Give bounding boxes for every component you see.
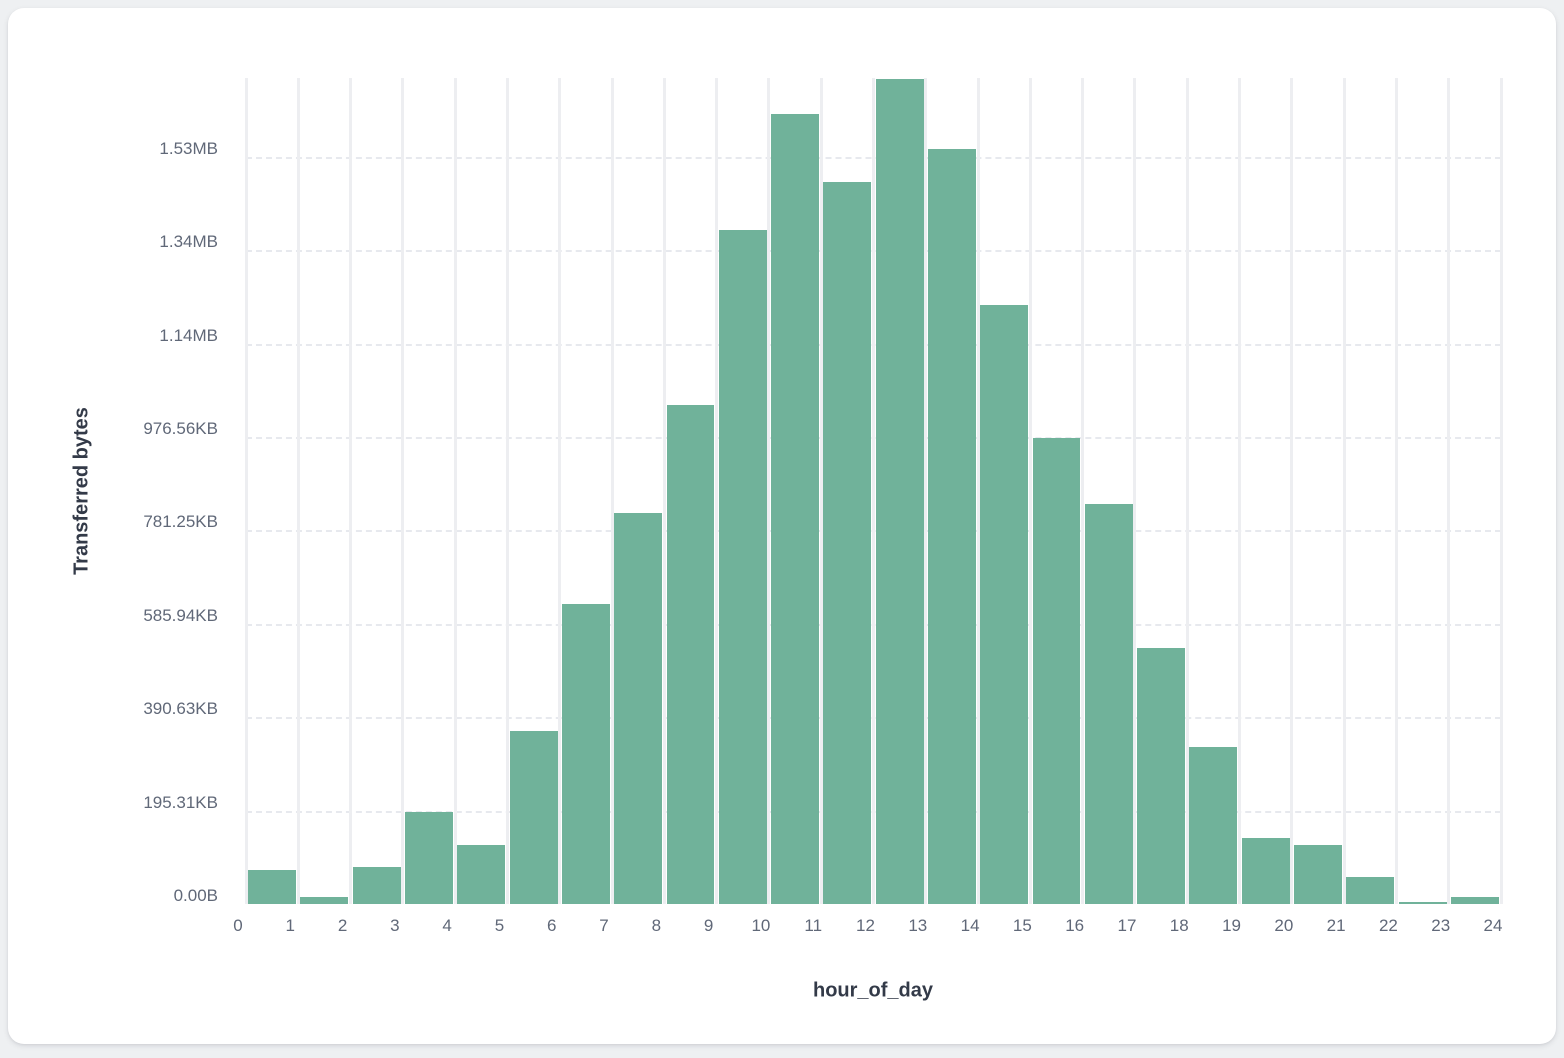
y-tick-label-1.53MB: 1.53MB: [159, 138, 218, 158]
bar-hour-16[interactable]: [1084, 503, 1133, 904]
bar-hour-2[interactable]: [352, 867, 401, 904]
vertical-gridline: [1133, 78, 1137, 904]
x-tick-label-11: 11: [804, 916, 823, 935]
vertical-gridline: [1447, 78, 1451, 904]
bar-hour-17[interactable]: [1137, 647, 1186, 904]
x-tick-label-22: 22: [1378, 916, 1398, 935]
bar-hour-4[interactable]: [457, 845, 506, 904]
x-tick-label-6: 6: [547, 916, 557, 935]
plot-area: [244, 78, 1503, 904]
vertical-gridline: [767, 78, 771, 904]
bar-hour-10[interactable]: [771, 113, 819, 904]
vertical-gridline: [453, 78, 457, 904]
vertical-gridline: [924, 78, 928, 904]
x-tick-label-17: 17: [1117, 916, 1137, 935]
vertical-gridline: [296, 78, 300, 904]
x-axis-title: hour_of_day: [812, 979, 934, 1002]
x-tick-label-21: 21: [1326, 916, 1346, 935]
bar-hour-19[interactable]: [1241, 838, 1290, 904]
x-tick-label-9: 9: [703, 916, 714, 935]
y-tick-label-0.00B: 0.00B: [173, 886, 218, 905]
x-tick-label-2: 2: [337, 916, 348, 935]
bar-hour-7[interactable]: [614, 512, 663, 904]
vertical-gridline: [1499, 78, 1503, 904]
vertical-gridline: [819, 78, 823, 904]
x-tick-label-23: 23: [1431, 916, 1451, 935]
vertical-gridline: [505, 78, 509, 904]
y-tick-label-781.25KB: 781.25KB: [143, 512, 218, 532]
bar-hour-5[interactable]: [509, 730, 558, 904]
vertical-gridline: [976, 78, 980, 904]
vertical-gridline: [872, 78, 875, 904]
x-tick-label-8: 8: [651, 916, 662, 935]
x-tick-label-14: 14: [960, 916, 980, 935]
x-tick-label-12: 12: [856, 916, 875, 935]
y-tick-label-195.31KB: 195.31KB: [143, 792, 218, 812]
x-tick-label-24: 24: [1483, 916, 1503, 935]
x-tick-label-7: 7: [599, 916, 609, 935]
vertical-gridline: [610, 78, 614, 904]
x-tick-label-18: 18: [1169, 916, 1189, 935]
bar-hour-23[interactable]: [1450, 897, 1499, 904]
bar-hour-14[interactable]: [980, 304, 1029, 904]
y-tick-label-1.14MB: 1.14MB: [159, 325, 218, 345]
x-tick-label-1: 1: [285, 916, 296, 935]
vertical-gridline: [558, 78, 562, 904]
bar-hour-22[interactable]: [1398, 902, 1447, 904]
y-tick-label-390.63KB: 390.63KB: [143, 699, 218, 719]
vertical-gridline: [349, 78, 353, 904]
bar-hour-3[interactable]: [405, 812, 453, 904]
bar-hour-1[interactable]: [300, 897, 349, 904]
x-tick-label-0: 0: [233, 916, 243, 935]
bar-hour-8[interactable]: [666, 405, 715, 904]
vertical-gridline: [1394, 78, 1398, 904]
x-tick-label-20: 20: [1274, 916, 1294, 935]
chart-card: Transferred bytes hour_of_day 0.00B 195.3…: [8, 8, 1556, 1044]
vertical-gridline: [1342, 78, 1346, 904]
y-tick-label-976.56KB: 976.56KB: [143, 419, 218, 438]
x-tick-label-13: 13: [908, 916, 928, 935]
bar-hour-20[interactable]: [1294, 845, 1342, 904]
x-tick-label-10: 10: [751, 916, 771, 935]
bar-hour-0[interactable]: [248, 869, 297, 904]
bar-hour-15[interactable]: [1032, 437, 1081, 904]
y-tick-label-1.34MB: 1.34MB: [159, 232, 218, 252]
vertical-gridline: [1185, 78, 1189, 904]
bar-hour-9[interactable]: [718, 229, 767, 904]
vertical-gridline: [244, 78, 248, 904]
bar-hour-21[interactable]: [1346, 876, 1395, 904]
vertical-gridline: [662, 78, 666, 904]
x-tick-label-15: 15: [1012, 916, 1032, 935]
vertical-gridline: [1238, 78, 1242, 904]
bar-hour-12[interactable]: [875, 79, 924, 904]
vertical-gridline: [715, 78, 719, 904]
y-tick-label-585.94KB: 585.94KB: [143, 605, 218, 625]
vertical-gridline: [1028, 78, 1032, 904]
x-tick-label-16: 16: [1065, 916, 1085, 935]
vertical-gridline: [1081, 78, 1085, 904]
x-tick-label-3: 3: [390, 916, 400, 935]
bar-hour-11[interactable]: [823, 182, 872, 904]
x-tick-label-4: 4: [442, 916, 452, 935]
vertical-gridline: [1290, 78, 1294, 904]
bar-hour-18[interactable]: [1189, 747, 1238, 904]
vertical-gridline: [401, 78, 405, 904]
x-tick-label-19: 19: [1222, 916, 1241, 935]
bar-hour-6[interactable]: [561, 604, 610, 904]
x-tick-label-5: 5: [494, 916, 505, 935]
bar-hour-13[interactable]: [927, 149, 976, 904]
